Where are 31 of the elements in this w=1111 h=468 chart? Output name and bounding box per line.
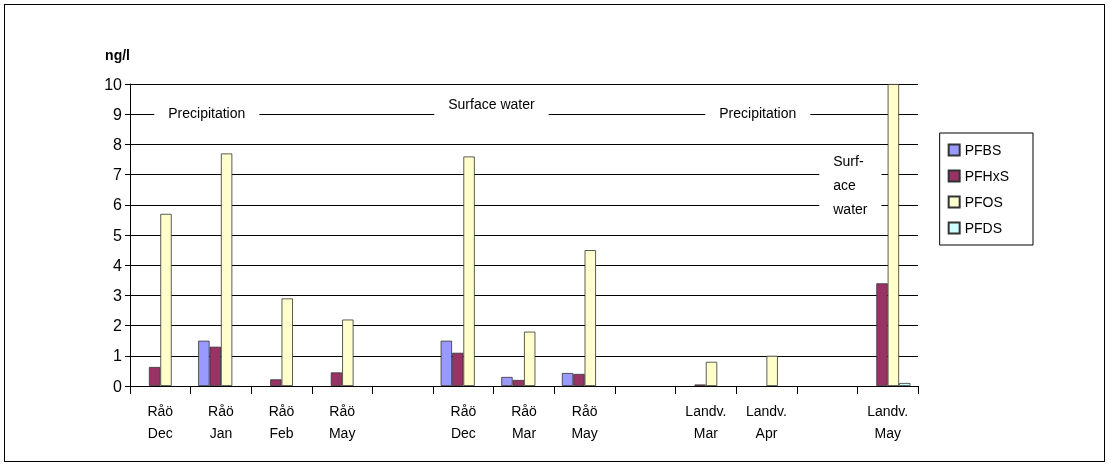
y-tick-label: 6 <box>113 196 123 214</box>
annotation: Precipitation <box>719 105 797 121</box>
y-tick-label: 8 <box>113 135 123 153</box>
legend-label: PFDS <box>964 220 1003 236</box>
legend-label: PFBS <box>964 142 1002 158</box>
y-tick-label: 5 <box>113 226 123 244</box>
y-tick-label: 9 <box>113 105 123 123</box>
x-tick-label: Råö May <box>571 403 598 441</box>
x-tick-label: Råö Dec <box>450 403 477 441</box>
x-tick-label: Råö Mar <box>511 403 538 441</box>
y-tick-label: 10 <box>104 75 123 93</box>
x-tick-label: Landv. May <box>867 403 909 441</box>
y-tick-label: 1 <box>113 347 123 365</box>
annotation: Surface water <box>448 96 535 112</box>
y-tick-label: 7 <box>113 166 123 184</box>
bar <box>766 355 778 386</box>
y-tick-label: 3 <box>113 286 123 304</box>
y-tick-label: 2 <box>113 317 123 335</box>
x-tick-label: Råö Jan <box>208 403 234 441</box>
x-tick-label: Råö May <box>328 403 356 441</box>
y-axis-title: ng/l <box>105 47 130 63</box>
x-tick-label: Landv. Mar <box>685 403 727 441</box>
legend-label: PFHxS <box>964 168 1010 184</box>
x-tick-label: Landv. Apr <box>745 403 787 441</box>
y-tick-label: 4 <box>113 256 123 274</box>
legend-label: PFOS <box>964 194 1003 210</box>
annotation: Precipitation <box>168 105 246 121</box>
x-tick-label: Råö Dec <box>147 403 174 441</box>
x-tick-label: Råö Feb <box>268 403 295 441</box>
annotation: Surf- ace water <box>832 153 868 217</box>
y-tick-label: 0 <box>113 377 123 395</box>
